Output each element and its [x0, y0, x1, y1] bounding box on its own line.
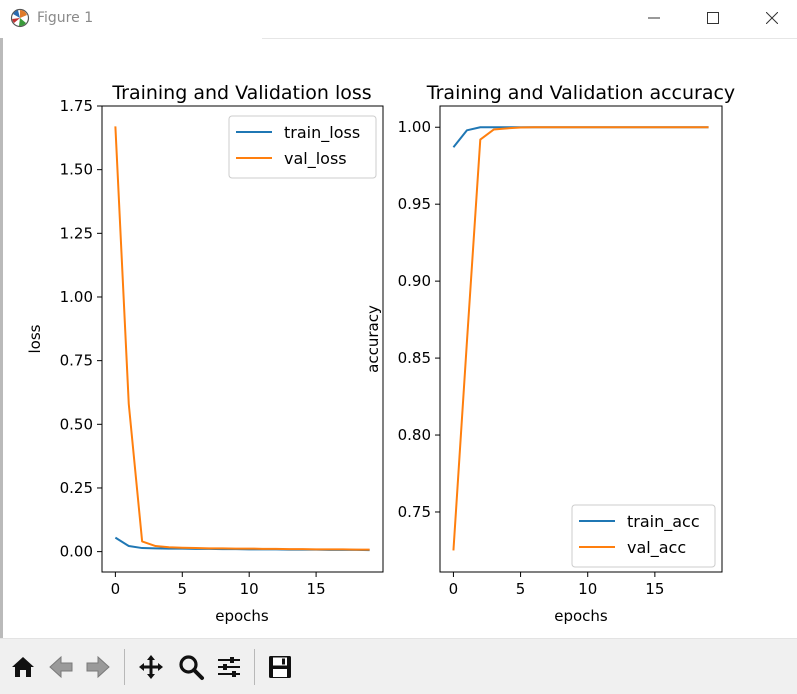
- accuracy-xlabel: epochs: [554, 607, 608, 625]
- save-button[interactable]: [264, 651, 296, 683]
- accuracy-chart-title: Training and Validation accuracy: [426, 82, 735, 104]
- home-icon: [12, 657, 34, 677]
- window-titlebar: Figure 1: [0, 0, 797, 38]
- loss-ytick-label: 1.75: [60, 97, 93, 115]
- loss-chart-title: Training and Validation loss: [111, 82, 371, 104]
- loss-xtick-label: 0: [111, 580, 121, 598]
- pan-button[interactable]: [135, 651, 167, 683]
- titlebar-divider: [262, 38, 797, 39]
- legend-train-acc-label: train_acc: [627, 512, 700, 532]
- accuracy-xtick-label: 10: [578, 580, 597, 598]
- loss-ytick-label: 1.50: [60, 161, 93, 179]
- accuracy-ytick-label: 0.90: [398, 272, 431, 290]
- loss-ytick-label: 0.25: [60, 479, 93, 497]
- accuracy-legend: train_acc val_acc: [571, 504, 716, 568]
- maximize-button[interactable]: [690, 0, 736, 36]
- window-title: Figure 1: [37, 10, 94, 26]
- close-icon: [766, 12, 778, 24]
- accuracy-xtick-label: 5: [516, 580, 526, 598]
- loss-xlabel: epochs: [215, 607, 269, 625]
- save-icon: [269, 656, 291, 678]
- close-button[interactable]: [749, 0, 795, 36]
- matplotlib-app-icon: [10, 8, 30, 28]
- forward-icon: [86, 655, 110, 679]
- accuracy-ylabel: accuracy: [364, 305, 382, 373]
- toolbar-separator: [254, 649, 255, 685]
- loss-ytick-label: 0.00: [60, 543, 93, 561]
- loss-ytick-label: 1.00: [60, 288, 93, 306]
- series-line-val-acc: [452, 126, 709, 551]
- accuracy-ytick-label: 0.85: [398, 349, 431, 367]
- loss-ytick-label: 0.50: [60, 415, 93, 433]
- loss-ytick-label: 1.25: [60, 224, 93, 242]
- loss-axes-frame: [101, 105, 384, 573]
- loss-legend: train_loss val_loss: [228, 115, 377, 179]
- legend-train-loss-label: train_loss: [284, 123, 360, 143]
- loss-xtick-label: 10: [240, 580, 259, 598]
- pan-icon: [139, 655, 163, 679]
- maximize-icon: [707, 12, 719, 24]
- configure-subplots-button[interactable]: [213, 651, 245, 683]
- legend-val-acc-label: val_acc: [627, 538, 686, 558]
- zoom-icon: [179, 655, 204, 680]
- loss-subplot: Training and Validation loss 0 5 10 15 0.00 0…: [26, 82, 384, 625]
- window-left-edge: [0, 38, 3, 638]
- accuracy-ytick-label: 0.75: [398, 503, 431, 521]
- navigation-toolbar: [0, 638, 797, 694]
- forward-button[interactable]: [82, 651, 114, 683]
- toolbar-separator: [124, 649, 125, 685]
- accuracy-ytick-label: 0.95: [398, 195, 431, 213]
- minimize-icon: [648, 17, 660, 19]
- minimize-button[interactable]: [631, 0, 677, 36]
- accuracy-xtick-label: 15: [645, 580, 664, 598]
- home-button[interactable]: [7, 651, 39, 683]
- accuracy-subplot: Training and Validation accuracy 0 5 10 15 0…: [364, 82, 735, 625]
- accuracy-ytick-label: 1.00: [398, 118, 431, 136]
- loss-ylabel: loss: [26, 324, 44, 353]
- series-line-val-loss: [114, 126, 370, 551]
- figure-canvas[interactable]: Training and Validation loss 0 5 10 15 0.00 0…: [0, 38, 797, 638]
- loss-xtick-label: 5: [178, 580, 188, 598]
- loss-xtick-label: 15: [307, 580, 326, 598]
- accuracy-axes-frame: [439, 105, 723, 573]
- back-icon: [49, 655, 73, 679]
- legend-val-loss-label: val_loss: [284, 149, 347, 169]
- accuracy-ytick-label: 0.80: [398, 426, 431, 444]
- accuracy-xtick-label: 0: [449, 580, 459, 598]
- zoom-button[interactable]: [175, 651, 207, 683]
- configure-subplots-icon: [218, 657, 240, 677]
- back-button[interactable]: [45, 651, 77, 683]
- loss-ytick-label: 0.75: [60, 352, 93, 370]
